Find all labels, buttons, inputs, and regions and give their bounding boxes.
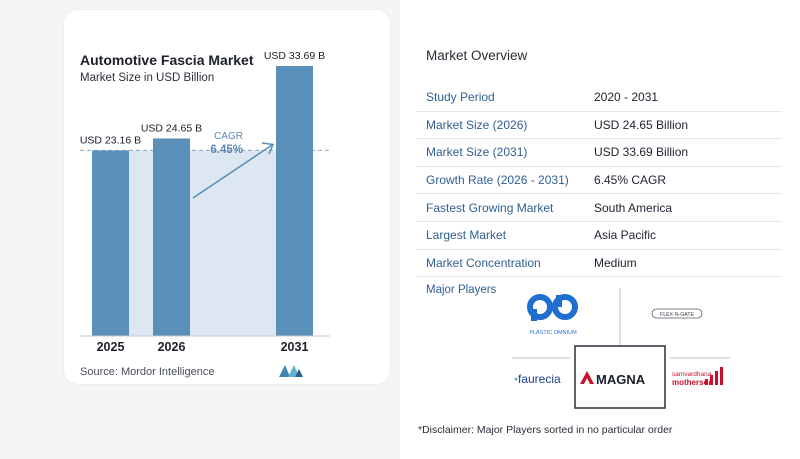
x-tick-label: 2031: [281, 340, 309, 354]
bar: [153, 138, 190, 336]
table-row: Market Concentration Medium: [416, 249, 782, 278]
source-note: Source: Mordor Intelligence: [80, 366, 215, 378]
cagr-value: 6.45%: [210, 144, 243, 156]
cagr-label: CAGR: [214, 131, 243, 142]
row-key: Study Period: [416, 84, 594, 112]
table-row: Market Size (2026) USD 24.65 Billion: [416, 111, 782, 140]
chart-title: Automotive Fascia Market: [80, 52, 254, 68]
table-row: Study Period 2020 - 2031: [416, 84, 782, 112]
mordor-logo-icon: [279, 365, 303, 377]
table-row: Fastest Growing Market South America: [416, 193, 782, 222]
flex-n-gate-logo-icon: [651, 308, 703, 319]
magna-logo-icon: [580, 371, 594, 384]
cagr-arrow-head-icon: [261, 142, 275, 155]
data-label: USD 24.65 B: [141, 122, 202, 134]
faurecia-text: faurecia: [518, 372, 561, 386]
overview-table: Study Period 2020 - 2031 Market Size (202…: [416, 84, 782, 278]
table-row: Market Size (2031) USD 33.69 Billion: [416, 138, 782, 167]
row-value: USD 24.65 Billion: [594, 111, 782, 140]
table-row: Largest Market Asia Pacific: [416, 221, 782, 250]
row-key: Growth Rate (2026 - 2031): [416, 166, 594, 195]
row-key: Market Size (2026): [416, 111, 594, 140]
row-key: Fastest Growing Market: [416, 193, 594, 222]
disclaimer: *Disclaimer: Major Players sorted in no …: [418, 424, 673, 436]
row-value: Asia Pacific: [594, 221, 782, 250]
bar: [92, 150, 129, 336]
row-value: 6.45% CAGR: [594, 166, 782, 195]
row-value: USD 33.69 Billion: [594, 138, 782, 167]
flex-n-gate-text: FLEX-N-GATE: [660, 312, 694, 318]
bar: [276, 66, 313, 336]
data-label: USD 33.69 B: [264, 50, 325, 62]
motherson-bars-icon: [705, 367, 723, 385]
row-value: South America: [594, 193, 782, 222]
row-key: Market Size (2031): [416, 138, 594, 167]
row-key: Market Concentration: [416, 249, 594, 278]
plastic-omnium-text: PLASTIC OMNIUM: [529, 330, 577, 336]
magna-text: MAGNA: [596, 372, 646, 387]
growth-region: [129, 150, 153, 336]
motherson-text: motherson: [672, 378, 713, 387]
motherson-top-text: samvardhana: [672, 371, 712, 378]
growth-region: [190, 150, 276, 336]
cagr-arrow: [192, 144, 273, 199]
data-label: USD 23.16 B: [80, 134, 141, 146]
chart-subtitle: Market Size in USD Billion: [80, 72, 215, 84]
plastic-omnium-logo-icon: [527, 294, 578, 321]
x-tick-label: 2025: [97, 340, 125, 354]
row-value: 2020 - 2031: [594, 84, 782, 112]
faurecia-dot-icon: [514, 377, 518, 381]
row-key: Largest Market: [416, 221, 594, 250]
x-tick-label: 2026: [158, 340, 186, 354]
table-row: Growth Rate (2026 - 2031) 6.45% CAGR: [416, 166, 782, 195]
row-value: Medium: [594, 249, 782, 278]
overview-title: Market Overview: [426, 48, 528, 63]
major-players-label: Major Players: [426, 284, 497, 296]
